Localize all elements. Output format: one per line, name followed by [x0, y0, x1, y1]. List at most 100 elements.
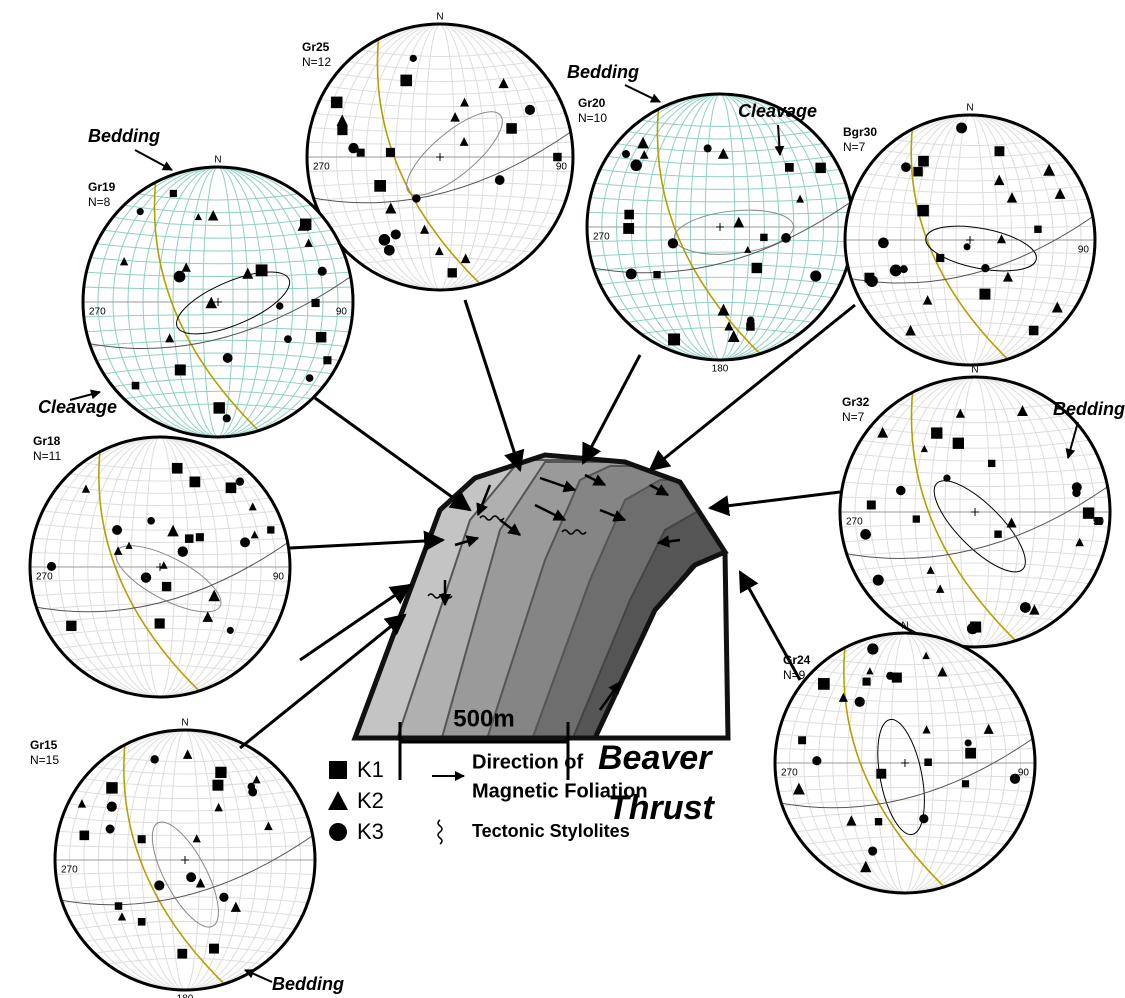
parallel [83, 241, 353, 252]
parallel [30, 578, 290, 582]
annotation-arrow [134, 149, 173, 171]
annotation: Cleavage [38, 397, 117, 417]
parallel [30, 615, 290, 626]
stylolite [427, 593, 453, 599]
k3-point [186, 872, 197, 883]
legend-square [329, 761, 347, 779]
plane [307, 129, 573, 204]
k2-point [167, 524, 179, 537]
k1-point [1082, 507, 1095, 519]
parallel [30, 508, 290, 519]
k3-point [872, 574, 884, 586]
k3-point [896, 485, 906, 496]
link-arrow [738, 570, 802, 681]
parallel [55, 845, 315, 849]
stylolites [427, 515, 587, 599]
parallel [307, 181, 573, 188]
k2-point [1051, 301, 1063, 313]
parallel [83, 352, 353, 363]
k2-point [207, 210, 219, 221]
confidence-ellipse [151, 821, 219, 928]
k2-point [264, 821, 273, 831]
parallel [775, 704, 1035, 715]
k1-point [936, 253, 945, 263]
k3-point [966, 622, 979, 635]
parallel [775, 836, 1035, 851]
k3-point [919, 814, 929, 824]
parallel [30, 603, 290, 611]
k2-point [297, 218, 310, 231]
k1-point [623, 223, 635, 234]
k3-point [1072, 488, 1081, 498]
parallel [845, 298, 1095, 310]
direction-label: 90 [1018, 768, 1030, 779]
annotation-arrow [1065, 421, 1079, 459]
k3-point [247, 782, 256, 791]
direction-label: 270 [313, 162, 330, 173]
bedding-plane [153, 167, 266, 437]
k1-point [161, 581, 172, 592]
parallel [83, 378, 353, 393]
legend-k2: K2 [357, 788, 384, 813]
k2-point [1043, 163, 1056, 176]
legend-circle [329, 823, 347, 841]
parallel [587, 289, 853, 302]
parallel [30, 552, 290, 556]
direction-label: 90 [556, 162, 568, 173]
parallel [55, 908, 315, 919]
parallel [775, 690, 1035, 703]
k3-point [878, 237, 889, 249]
net-curves [775, 633, 1035, 893]
annotation: Bedding [272, 974, 344, 994]
k2-point [460, 253, 471, 264]
arrow [656, 535, 681, 548]
plane [775, 736, 1035, 809]
k2-point [866, 667, 874, 675]
k1-point [653, 271, 661, 279]
net-count: N=10 [578, 111, 607, 125]
direction-label: N [971, 365, 978, 376]
k1-point [751, 262, 762, 274]
k2-point [1002, 271, 1013, 282]
k1-point [1028, 325, 1039, 336]
annotation-arrow [69, 389, 101, 401]
arrow [539, 476, 577, 493]
k1-point [994, 530, 1002, 538]
confidence-ellipse [933, 480, 1026, 573]
parallel [845, 197, 1095, 206]
k2-point [419, 224, 430, 234]
k2-point [81, 484, 91, 493]
bedding-plane [910, 377, 1023, 647]
k2-point [733, 216, 745, 228]
k2-point [1017, 405, 1028, 416]
net-count: N=12 [302, 55, 331, 69]
k1-point [225, 482, 237, 494]
k1-point [174, 364, 186, 376]
k2-point [1075, 537, 1084, 547]
k2-point [214, 802, 223, 812]
link-arrows [239, 299, 856, 750]
parallel [30, 591, 290, 597]
net-points [119, 189, 332, 423]
link-arrow [707, 490, 841, 517]
direction-label: 180 [712, 364, 729, 375]
k3-point [494, 175, 505, 185]
k3-point [956, 122, 968, 134]
direction-label: 270 [593, 232, 610, 243]
net-rim [843, 113, 1097, 367]
k1-point [912, 515, 920, 523]
parallel [587, 152, 853, 165]
net-label: Gr18 [33, 434, 61, 448]
bedding-plane [656, 94, 768, 360]
k1-point [311, 298, 320, 308]
direction-label: N [214, 155, 221, 166]
direction-label: 270 [781, 768, 798, 779]
arrow [476, 484, 492, 517]
k1-point [864, 272, 875, 283]
k1-point [924, 758, 932, 767]
confidence-ellipse [406, 111, 503, 196]
parallel [775, 748, 1035, 752]
confidence-ellipse [176, 271, 291, 335]
k1-point [255, 264, 268, 277]
